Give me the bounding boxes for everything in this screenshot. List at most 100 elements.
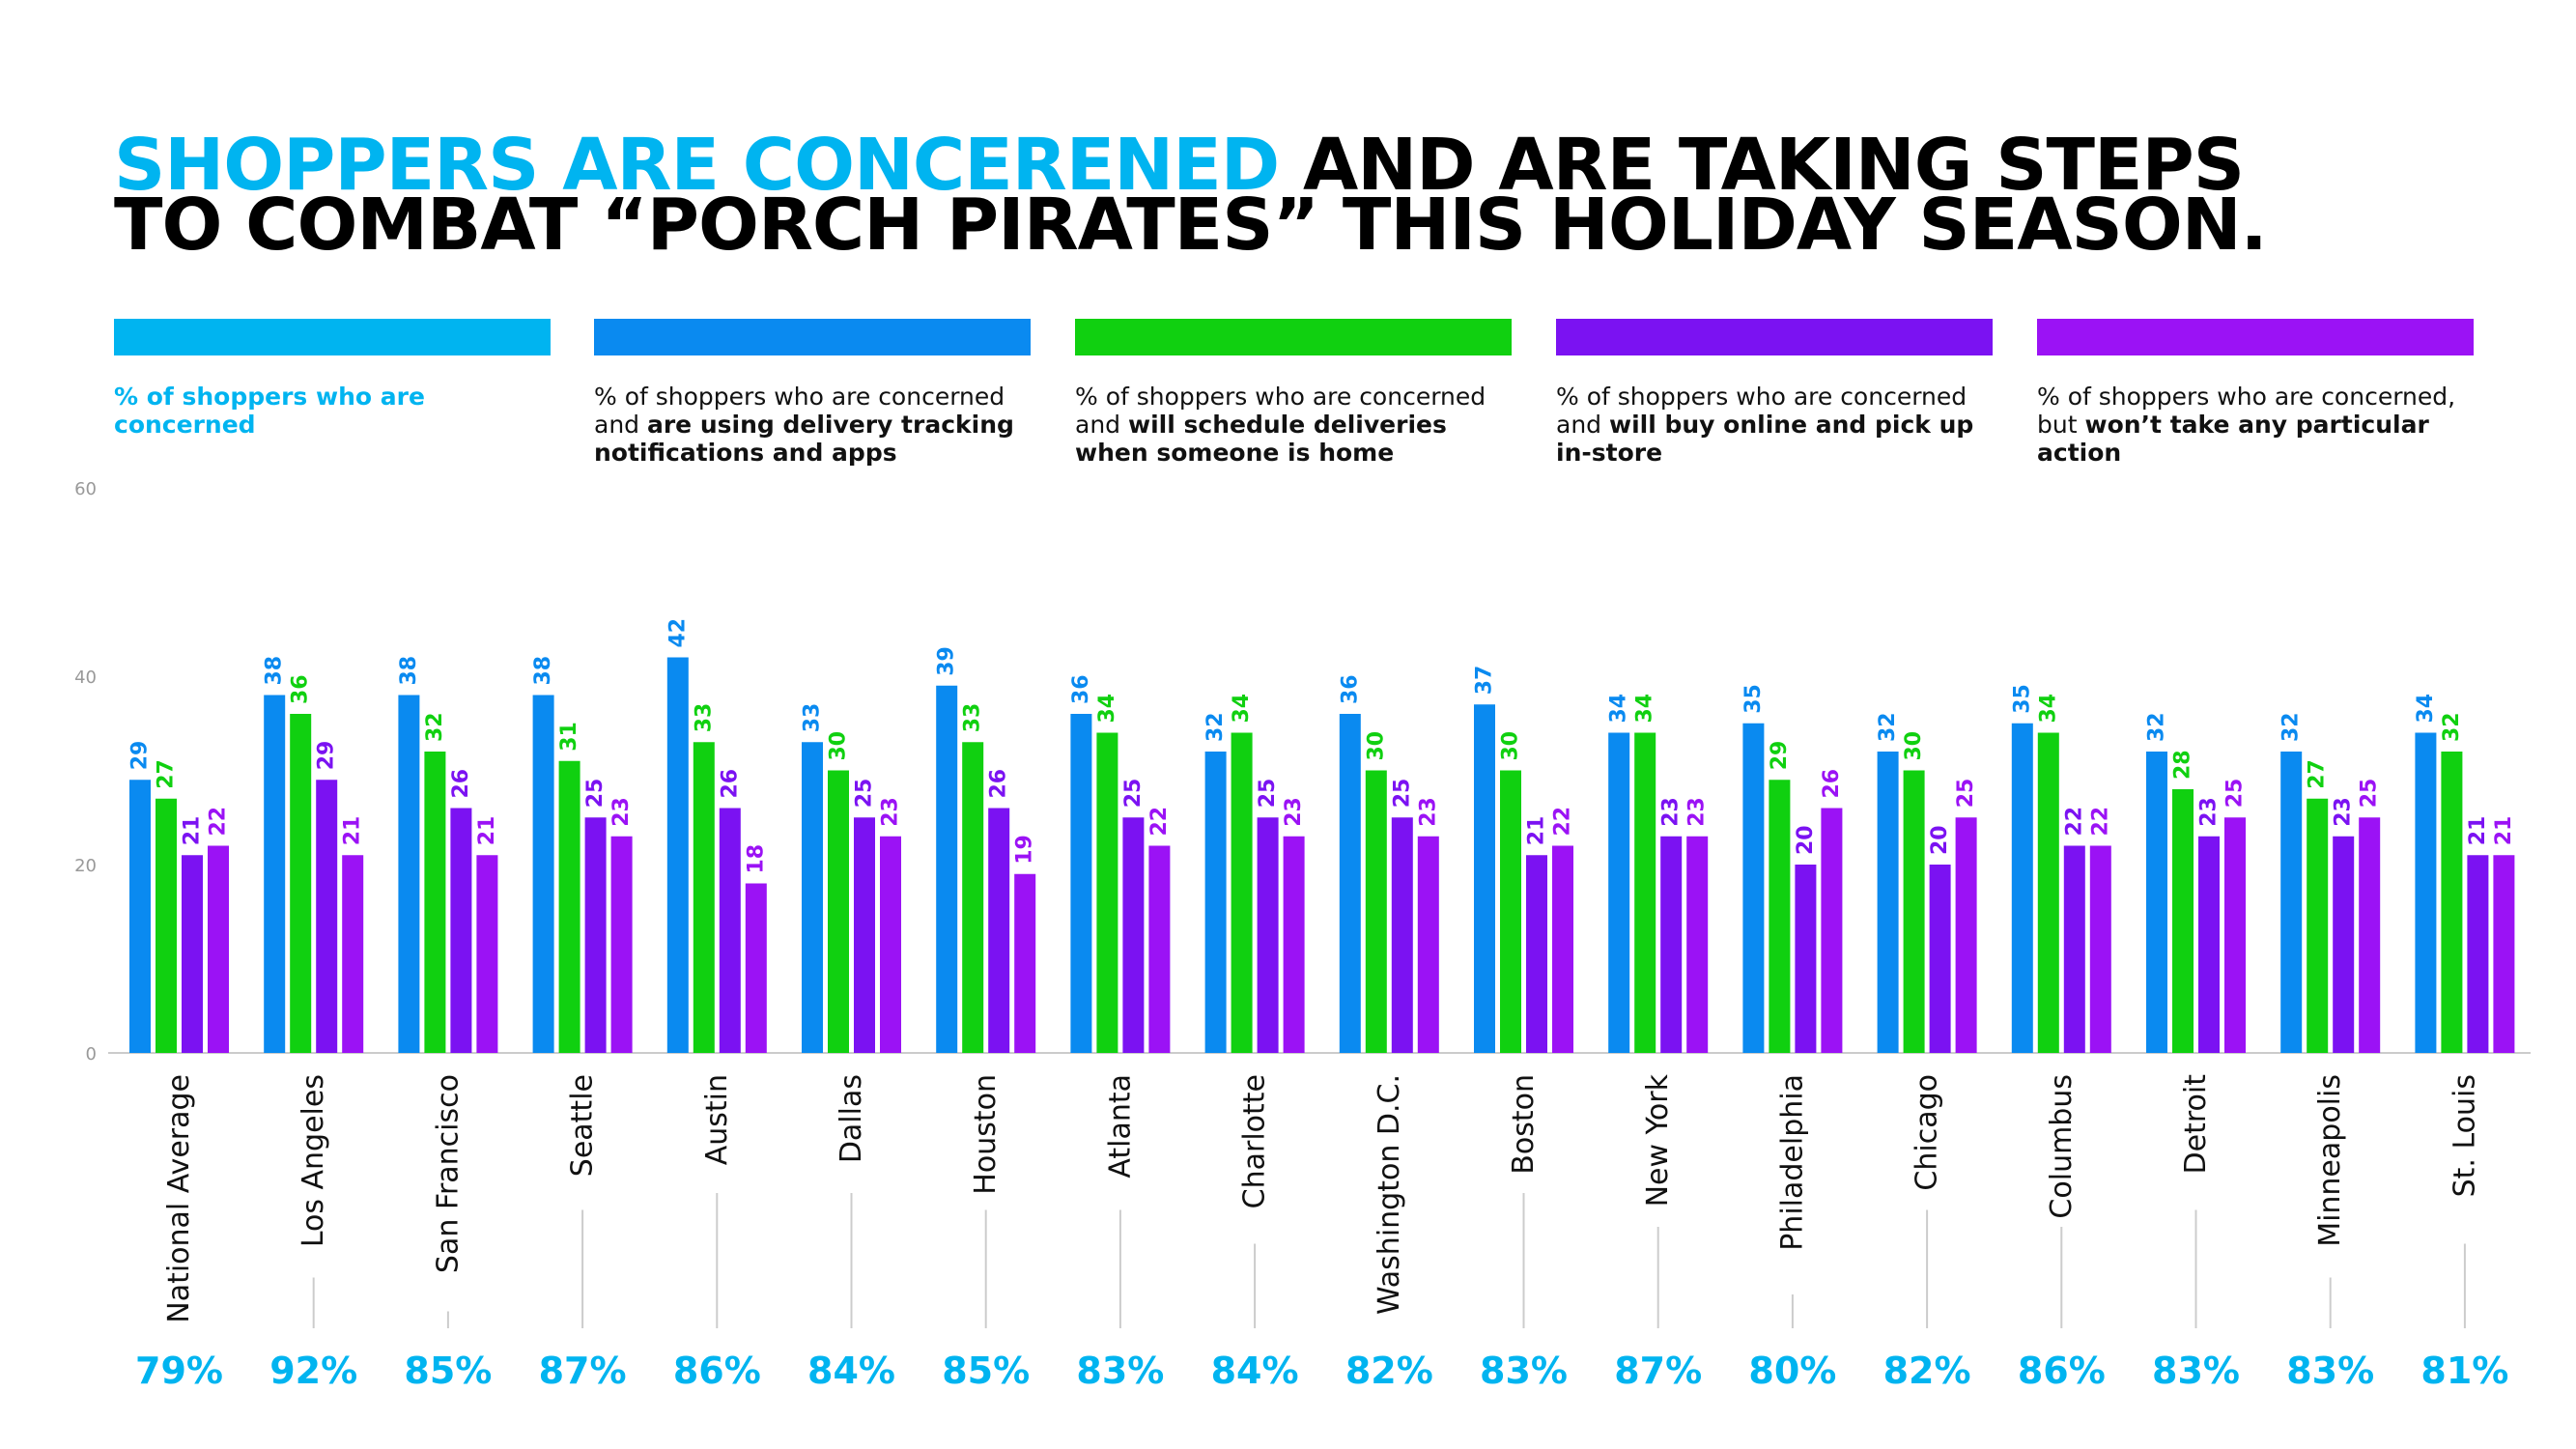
concerned-percent: 86% [2018, 1350, 2106, 1392]
data-label: 32 [423, 712, 447, 742]
bar [1257, 817, 1279, 1053]
legend-item-pickup: % of shoppers who are concerned and will… [1556, 319, 1993, 467]
bar [156, 798, 177, 1053]
bar [1391, 817, 1413, 1053]
legend-label: % of shoppers who are concerned [114, 383, 425, 439]
bar [2359, 817, 2381, 1053]
category-label: Chicago [1911, 1074, 1944, 1191]
data-label: 33 [801, 703, 825, 733]
concerned-percent: 84% [807, 1350, 895, 1392]
data-label: 34 [2036, 694, 2060, 724]
data-label: 42 [665, 618, 690, 648]
bar [2333, 836, 2355, 1053]
data-label: 32 [2440, 712, 2464, 742]
bar [1122, 817, 1145, 1053]
legend-item-concerned: % of shoppers who are concerned [114, 319, 551, 439]
bar [2011, 723, 2033, 1053]
concerned-percent: 87% [539, 1350, 627, 1392]
data-label: 30 [1364, 731, 1388, 761]
bar [1500, 770, 1521, 1053]
concerned-percent: 82% [1883, 1350, 1971, 1392]
bar [424, 752, 446, 1053]
category-label: San Francisco [431, 1074, 465, 1273]
data-label: 25 [583, 779, 608, 809]
data-label: 25 [2223, 779, 2248, 809]
bar [1769, 780, 1791, 1053]
bar [342, 855, 364, 1053]
bar [316, 780, 338, 1053]
y-tick-label: 40 [74, 668, 97, 688]
bar [693, 742, 715, 1053]
data-label: 29 [1768, 741, 1792, 771]
data-label: 26 [718, 769, 742, 799]
data-label: 18 [744, 844, 768, 874]
bar [1634, 732, 1656, 1053]
bar [1608, 732, 1630, 1053]
data-label: 32 [2279, 712, 2304, 742]
data-label: 26 [987, 769, 1011, 799]
data-label: 20 [1928, 825, 1952, 855]
data-label: 29 [128, 741, 153, 771]
category-label: Minneapolis [2313, 1074, 2347, 1247]
bar [558, 760, 580, 1053]
data-label: 36 [1338, 674, 1362, 704]
concerned-percent: 87% [1614, 1350, 1702, 1392]
data-label: 34 [1095, 694, 1119, 724]
bar [1795, 865, 1817, 1053]
data-label: 23 [1685, 797, 1710, 827]
bar [1742, 723, 1765, 1053]
concerned-percent: 86% [673, 1350, 761, 1392]
data-label: 25 [853, 779, 877, 809]
category-label: Boston [1507, 1074, 1541, 1175]
bar [2037, 732, 2059, 1053]
bar [1070, 714, 1092, 1053]
data-label: 21 [2466, 816, 2490, 846]
bar [880, 836, 901, 1053]
bar [1339, 714, 1361, 1053]
category-label: New York [1641, 1073, 1675, 1207]
legend-item-no-action: % of shoppers who are concerned, but won… [2037, 319, 2474, 467]
bar [2441, 752, 2463, 1053]
bar [2089, 845, 2111, 1053]
category-label: Los Angeles [297, 1074, 330, 1247]
category-label: Columbus [2045, 1074, 2079, 1219]
concerned-percent: 83% [2152, 1350, 2240, 1392]
legend-swatch [114, 319, 551, 355]
bar [962, 742, 984, 1053]
bar [398, 695, 420, 1053]
data-label: 34 [1633, 694, 1657, 724]
bar [1231, 732, 1253, 1053]
category-label: Washington D.C. [1373, 1074, 1406, 1315]
data-label: 30 [1902, 731, 1926, 761]
data-label: 22 [1147, 807, 1172, 837]
data-label: 32 [1876, 712, 1900, 742]
concerned-percent: 84% [1211, 1350, 1299, 1392]
data-label: 23 [2332, 797, 2356, 827]
legend-label: % of shoppers who are concerned and are … [594, 383, 1014, 467]
bar [1660, 836, 1683, 1053]
bar [1204, 752, 1227, 1053]
bar [129, 780, 151, 1053]
data-label: 36 [289, 674, 313, 704]
bar [264, 695, 286, 1053]
data-label: 28 [2171, 750, 2195, 780]
category-label: Detroit [2179, 1074, 2213, 1175]
data-label: 30 [827, 731, 851, 761]
bar [2493, 855, 2515, 1053]
data-label: 23 [2197, 797, 2222, 827]
data-label: 31 [557, 722, 581, 752]
data-label: 39 [935, 646, 959, 676]
data-label: 27 [2306, 759, 2330, 789]
bar [1283, 836, 1305, 1053]
legend-item-schedule: % of shoppers who are concerned and will… [1075, 319, 1512, 467]
bar [1552, 845, 1573, 1053]
concerned-percent: 83% [1480, 1350, 1568, 1392]
data-label: 25 [1954, 779, 1978, 809]
category-label: Seattle [566, 1074, 600, 1177]
data-label: 22 [2088, 807, 2112, 837]
y-tick-label: 60 [74, 479, 97, 499]
bar [2280, 752, 2303, 1053]
concerned-percent: 85% [942, 1350, 1030, 1392]
bar [532, 695, 554, 1053]
